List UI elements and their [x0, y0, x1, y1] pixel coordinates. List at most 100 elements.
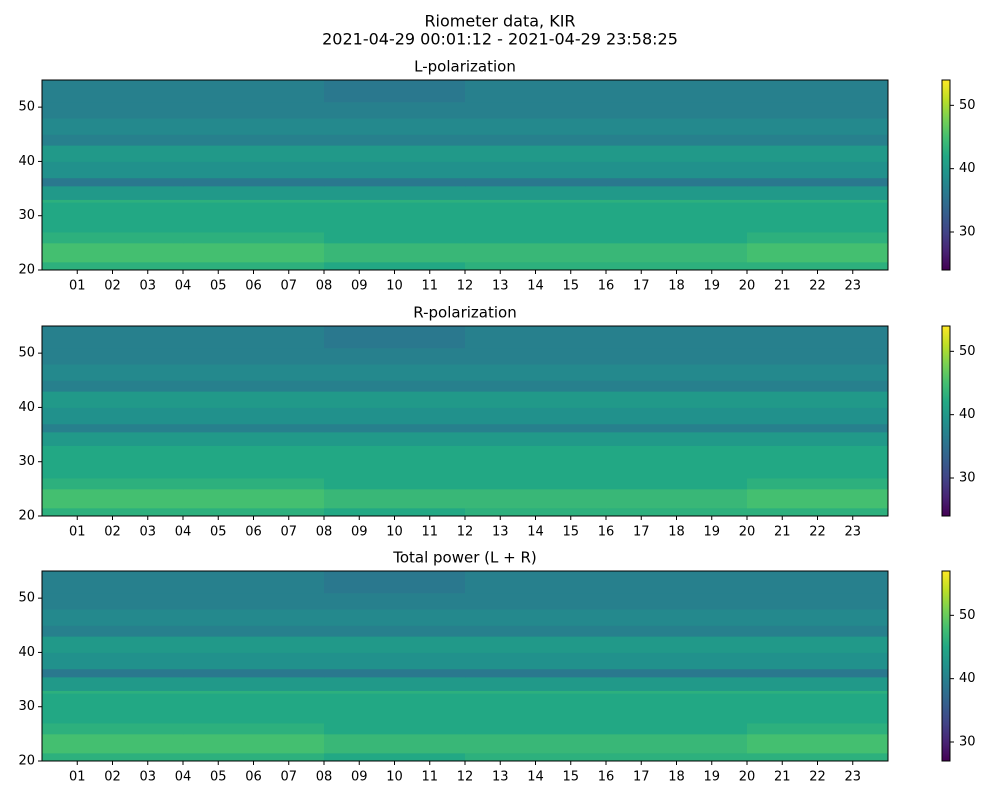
x-tick-label: 12 [457, 770, 474, 785]
heatmap-cell [183, 80, 325, 103]
x-tick-label: 11 [421, 525, 438, 540]
x-tick-label: 03 [139, 525, 156, 540]
heatmap-cell [465, 488, 607, 509]
heatmap-cell [465, 347, 607, 365]
y-tick-label: 50 [18, 346, 35, 361]
x-tick-label: 10 [386, 525, 403, 540]
heatmap-cell [747, 423, 889, 433]
colorbar-tick-label: 50 [959, 344, 976, 359]
x-tick-label: 05 [210, 770, 227, 785]
x-tick-label: 03 [139, 279, 156, 294]
heatmap-cell [747, 134, 889, 146]
heatmap-cell [606, 134, 748, 146]
x-tick-label: 17 [633, 279, 650, 294]
x-tick-label: 04 [175, 525, 192, 540]
y-tick-label: 20 [18, 754, 35, 769]
x-tick-label: 04 [175, 279, 192, 294]
heatmap-cell [747, 690, 889, 694]
heatmap-cell [606, 242, 748, 263]
heatmap-cell [465, 752, 607, 762]
y-tick-label: 30 [18, 699, 35, 714]
colorbar-tick-label: 40 [959, 407, 976, 422]
heatmap-cell [465, 242, 607, 263]
heatmap-cell [42, 261, 184, 271]
heatmap-cell [324, 571, 466, 594]
heatmap-cell [606, 723, 748, 735]
x-tick-label: 20 [739, 770, 756, 785]
heatmap-cell [183, 507, 325, 517]
heatmap-cell [465, 161, 607, 179]
x-tick-label: 08 [316, 770, 333, 785]
heatmap-cell [465, 507, 607, 517]
y-tick-label: 40 [18, 400, 35, 415]
heatmap-cell [747, 145, 889, 162]
heatmap-cell [606, 177, 748, 187]
heatmap-cell [183, 676, 325, 691]
x-tick-label: 01 [69, 525, 86, 540]
colorbar-tick-label: 30 [959, 225, 976, 240]
y-tick-label: 40 [18, 154, 35, 169]
heatmap-cell [324, 326, 466, 349]
heatmap-cell [42, 668, 184, 678]
x-tick-label: 21 [774, 279, 791, 294]
heatmap-cell [183, 668, 325, 678]
heatmap-cell [465, 177, 607, 187]
x-tick-label: 22 [809, 279, 826, 294]
heatmap-cell [465, 445, 607, 449]
heatmap-cell [42, 101, 184, 119]
heatmap-cell [747, 261, 889, 271]
heatmap-cell [183, 347, 325, 365]
x-tick-label: 19 [703, 279, 720, 294]
heatmap-cell [465, 636, 607, 653]
heatmap-cell [183, 488, 325, 509]
heatmap-cell [606, 636, 748, 653]
heatmap-cell [606, 80, 748, 103]
x-tick-label: 09 [351, 525, 368, 540]
x-tick-label: 13 [492, 770, 509, 785]
heatmap-cell [465, 423, 607, 433]
heatmap-cell [747, 380, 889, 392]
x-tick-label: 02 [104, 525, 121, 540]
x-tick-label: 21 [774, 770, 791, 785]
heatmap-cell [465, 592, 607, 610]
heatmap-cell [183, 134, 325, 146]
heatmap-cell [747, 242, 889, 263]
x-tick-label: 07 [280, 525, 297, 540]
heatmap-cell [747, 80, 889, 103]
heatmap-cell [606, 609, 748, 626]
heatmap-cell [465, 145, 607, 162]
heatmap-cell [465, 380, 607, 392]
heatmap-cell [183, 690, 325, 694]
x-tick-label: 18 [668, 525, 685, 540]
heatmap-cell [465, 364, 607, 381]
heatmap-cell [606, 407, 748, 425]
heatmap-cell [465, 652, 607, 670]
heatmap-cell [42, 407, 184, 425]
heatmap-cell [324, 431, 466, 446]
heatmap-cell [324, 177, 466, 187]
heatmap-cell [324, 101, 466, 119]
heatmap-cell [42, 118, 184, 135]
heatmap-cell [606, 448, 748, 479]
heatmap-cell [606, 690, 748, 694]
x-tick-label: 11 [421, 770, 438, 785]
x-tick-label: 06 [245, 525, 262, 540]
heatmap-cell [606, 478, 748, 490]
x-tick-label: 06 [245, 770, 262, 785]
heatmap-cell [324, 232, 466, 244]
heatmap-cell [747, 445, 889, 449]
colorbar [941, 325, 951, 517]
heatmap-cell [465, 571, 607, 594]
heatmap-cell [183, 723, 325, 735]
heatmap-cell [183, 391, 325, 408]
heatmap-cell [42, 693, 184, 724]
heatmap-cell [183, 625, 325, 637]
heatmap-cell [747, 733, 889, 754]
heatmap-cell [183, 101, 325, 119]
heatmap-cell [324, 423, 466, 433]
heatmap-cell [606, 676, 748, 691]
heatmap-cell [183, 733, 325, 754]
heatmap-cell [747, 202, 889, 233]
heatmap-cell [606, 145, 748, 162]
